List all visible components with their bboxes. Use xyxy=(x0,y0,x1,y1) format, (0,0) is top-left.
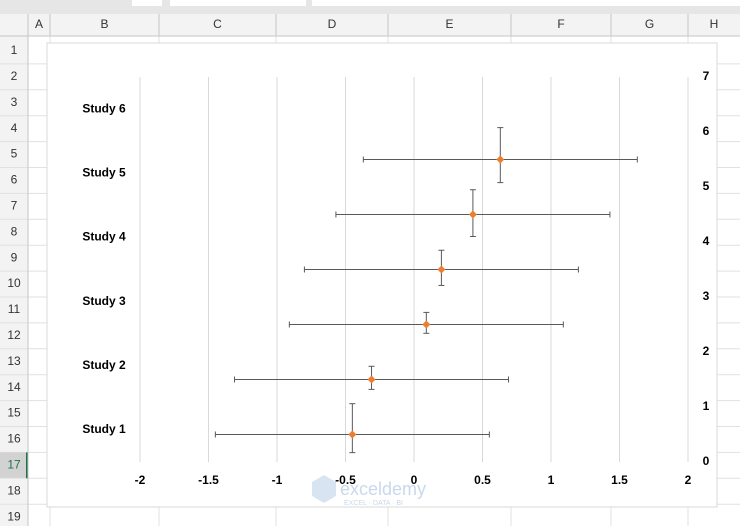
category-label: Study 6 xyxy=(82,101,126,115)
point xyxy=(496,155,505,164)
category-label: Study 2 xyxy=(82,358,126,372)
row-header[interactable]: 4 xyxy=(11,121,18,135)
category-label: Study 3 xyxy=(82,294,126,308)
category-label: Study 5 xyxy=(82,165,126,179)
row-header[interactable]: 3 xyxy=(11,95,18,109)
active-row-header xyxy=(0,452,28,479)
x-tick-label: -1.5 xyxy=(198,473,219,487)
chart-area[interactable] xyxy=(46,42,718,508)
column-header[interactable]: A xyxy=(35,17,43,31)
x-tick-label: 0.5 xyxy=(474,473,491,487)
row-header[interactable]: 6 xyxy=(11,173,18,187)
row-header[interactable]: 13 xyxy=(7,354,21,368)
watermark-subtitle: EXCEL · DATA · BI xyxy=(344,500,403,507)
row-header[interactable]: 15 xyxy=(7,406,21,420)
formula-bar[interactable] xyxy=(312,0,740,6)
row-header[interactable]: 2 xyxy=(11,69,18,83)
row-header[interactable]: 19 xyxy=(7,509,21,523)
formula-box[interactable] xyxy=(170,0,306,6)
point xyxy=(437,265,446,274)
category-label: Study 4 xyxy=(82,230,126,244)
point xyxy=(348,430,357,439)
row-header[interactable]: 17 xyxy=(7,458,21,472)
category-label: Study 1 xyxy=(82,422,126,436)
x-tick-label: -1 xyxy=(272,473,283,487)
y-tick-label: 7 xyxy=(703,69,710,83)
row-header[interactable]: 1 xyxy=(11,43,18,57)
x-tick-label: 1.5 xyxy=(611,473,628,487)
x-tick-label: 0 xyxy=(411,473,418,487)
y-tick-label: 4 xyxy=(703,234,710,248)
point xyxy=(468,210,477,219)
row-header[interactable]: 5 xyxy=(11,147,18,161)
x-tick-label: 2 xyxy=(685,473,692,487)
column-header[interactable]: H xyxy=(710,17,719,31)
point xyxy=(367,375,376,384)
x-tick-label: -0.5 xyxy=(335,473,356,487)
row-header[interactable]: 16 xyxy=(7,432,21,446)
column-header[interactable]: G xyxy=(645,17,654,31)
y-tick-label: 6 xyxy=(703,124,710,138)
column-header[interactable]: B xyxy=(100,17,108,31)
column-header[interactable]: E xyxy=(445,17,453,31)
x-tick-label: -2 xyxy=(135,473,146,487)
y-tick-label: 5 xyxy=(703,179,710,193)
y-tick-label: 2 xyxy=(703,344,710,358)
x-tick-label: 1 xyxy=(548,473,555,487)
point xyxy=(422,320,431,329)
row-header[interactable]: 10 xyxy=(7,276,21,290)
y-tick-label: 0 xyxy=(703,454,710,468)
watermark-logo xyxy=(312,475,336,503)
row-header[interactable]: 18 xyxy=(7,483,21,497)
row-header[interactable]: 9 xyxy=(11,250,18,264)
column-header[interactable]: F xyxy=(557,17,564,31)
row-header[interactable]: 7 xyxy=(11,199,18,213)
y-tick-label: 3 xyxy=(703,289,710,303)
row-header-bar xyxy=(0,36,28,526)
row-header[interactable]: 12 xyxy=(7,328,21,342)
column-header[interactable]: C xyxy=(213,17,222,31)
watermark-title: exceldemy xyxy=(340,479,426,499)
name-box[interactable] xyxy=(132,0,162,6)
y-tick-label: 1 xyxy=(703,399,710,413)
column-header-bar xyxy=(0,14,740,36)
column-header[interactable]: D xyxy=(328,17,337,31)
row-header[interactable]: 11 xyxy=(8,302,21,316)
row-header[interactable]: 8 xyxy=(11,224,18,238)
row-header[interactable]: 14 xyxy=(7,380,21,394)
